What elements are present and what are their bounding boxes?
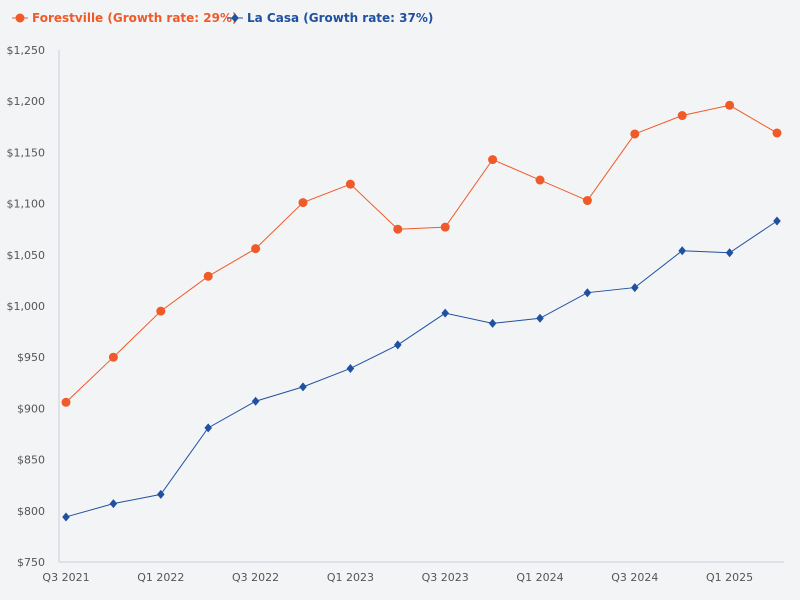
x-tick-label: Q1 2023: [327, 571, 374, 584]
data-point[interactable]: [631, 283, 639, 293]
data-point[interactable]: [725, 100, 735, 110]
data-point[interactable]: [394, 340, 402, 350]
data-point[interactable]: [678, 246, 686, 256]
data-point[interactable]: [108, 352, 118, 362]
y-tick-label: $1,250: [7, 44, 46, 57]
series-layer: [61, 100, 782, 522]
data-point[interactable]: [772, 128, 782, 138]
series-line: [65, 104, 778, 403]
data-point[interactable]: [773, 216, 781, 226]
legend-label: La Casa (Growth rate: 37%): [247, 11, 433, 25]
x-tick-label: Q3 2024: [611, 571, 658, 584]
data-point[interactable]: [61, 397, 71, 407]
legend-diamond-icon: [231, 13, 239, 23]
y-tick-label: $1,000: [7, 300, 46, 313]
y-tick-label: $1,050: [7, 249, 46, 262]
data-point[interactable]: [630, 129, 640, 139]
y-tick-label: $850: [17, 454, 45, 467]
data-point[interactable]: [109, 499, 118, 509]
x-tick-label: Q1 2022: [137, 571, 184, 584]
series-1: [62, 216, 781, 522]
y-axis: $750 $800 $850 $900 $950 $1,000 $1,050 $1,100 $1…: [7, 44, 60, 569]
data-point[interactable]: [535, 175, 545, 185]
data-point[interactable]: [251, 396, 260, 406]
x-tick-label: Q3 2022: [232, 571, 279, 584]
series-line: [65, 220, 778, 518]
data-point[interactable]: [536, 313, 544, 323]
x-axis: Q3 2021 Q1 2022 Q3 2022 Q1 2023 Q3 2023 Q1 20…: [42, 561, 784, 584]
legend-label: Forestville (Growth rate: 29%): [32, 11, 237, 25]
data-point[interactable]: [488, 318, 497, 328]
data-point[interactable]: [677, 111, 687, 121]
data-point[interactable]: [725, 248, 734, 258]
y-tick-label: $900: [17, 402, 45, 415]
data-point[interactable]: [488, 155, 498, 165]
x-tick-label: Q1 2025: [706, 571, 753, 584]
data-point[interactable]: [345, 179, 355, 189]
x-tick-label: Q1 2024: [516, 571, 563, 584]
data-point[interactable]: [204, 423, 212, 433]
data-point[interactable]: [583, 288, 592, 298]
data-point[interactable]: [393, 224, 403, 234]
data-point[interactable]: [441, 308, 449, 318]
data-point[interactable]: [203, 271, 213, 281]
y-tick-label: $1,200: [7, 95, 46, 108]
legend-item[interactable]: La Casa (Growth rate: 37%): [227, 11, 433, 25]
data-point[interactable]: [346, 363, 355, 373]
y-tick-label: $950: [17, 351, 45, 364]
series-0: [61, 100, 782, 407]
legend-item[interactable]: Forestville (Growth rate: 29%): [12, 11, 237, 25]
legend: Forestville (Growth rate: 29%) La Casa (G…: [12, 11, 433, 25]
data-point[interactable]: [157, 489, 165, 499]
data-point[interactable]: [251, 244, 261, 254]
y-tick-label: $1,150: [7, 146, 46, 159]
data-point[interactable]: [156, 306, 166, 316]
data-point[interactable]: [298, 198, 308, 208]
x-tick-label: Q3 2023: [422, 571, 469, 584]
x-tick-label: Q3 2021: [42, 571, 89, 584]
legend-circle-icon: [15, 13, 25, 23]
y-tick-label: $750: [17, 556, 45, 569]
data-point[interactable]: [582, 196, 592, 206]
data-point[interactable]: [62, 512, 70, 522]
y-tick-label: $1,100: [7, 198, 46, 211]
data-point[interactable]: [299, 382, 307, 392]
y-tick-label: $800: [17, 505, 45, 518]
data-point[interactable]: [440, 222, 450, 232]
